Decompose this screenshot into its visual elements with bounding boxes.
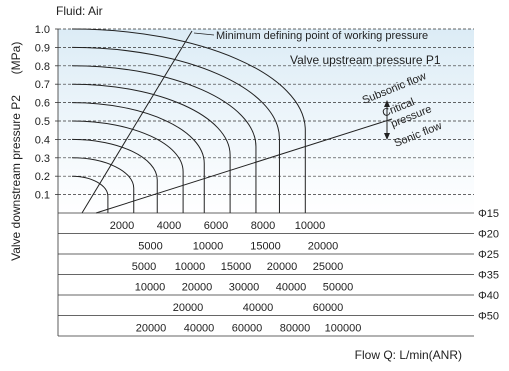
y-tick-label-4: 0.5 (35, 116, 50, 128)
scale-1-tick-2: 15000 (250, 241, 281, 253)
pressure-curve-2 (71, 138, 158, 213)
y-tick-label-7: 0.8 (35, 61, 50, 73)
scale-0-tick-3: 8000 (251, 220, 275, 232)
pressure-curve-4 (71, 102, 205, 213)
y-tick-label-9: 1.0 (35, 24, 50, 36)
y-tick-label-8: 0.9 (35, 42, 50, 54)
scale-4-tick-0: 20000 (173, 302, 204, 314)
scale-0-tick-1: 4000 (157, 220, 181, 232)
pressure-curve-5 (71, 83, 231, 213)
port-label-0: Φ15 (478, 208, 499, 220)
scale-3-tick-4: 50000 (323, 282, 354, 294)
scale-0-tick-4: 10000 (295, 220, 326, 232)
scale-5-tick-4: 100000 (325, 323, 362, 335)
scale-0-tick-2: 6000 (204, 220, 228, 232)
scale-3-tick-0: 10000 (135, 282, 166, 294)
pressure-curves (71, 28, 306, 213)
y-tick-label-1: 0.2 (35, 171, 50, 183)
scale-3-tick-1: 20000 (182, 282, 213, 294)
y-tick-label-2: 0.3 (35, 153, 50, 165)
x-axis-label: Flow Q: L/min(ANR) (355, 348, 462, 362)
port-label-3: Φ35 (478, 270, 499, 282)
region-arrow-down-head (384, 133, 390, 140)
port-label-2: Φ25 (478, 249, 499, 261)
scale-2-tick-1: 10000 (175, 261, 206, 273)
critical-pressure-line (95, 118, 393, 214)
scale-5-tick-1: 40000 (184, 323, 215, 335)
scale-0-tick-0: 2000 (110, 220, 134, 232)
y-axis-label: Valve downstream pressure P2 (9, 95, 23, 261)
scale-3-tick-2: 30000 (229, 282, 260, 294)
scale-4-tick-1: 40000 (243, 302, 274, 314)
min-pressure-line (81, 30, 193, 214)
fluid-label: Fluid: Air (56, 4, 103, 18)
min-point-annotation: Minimum defining point of working pressu… (216, 30, 428, 42)
pressure-curve-3 (71, 120, 184, 213)
scale-1-tick-0: 5000 (138, 241, 162, 253)
scale-1-tick-1: 10000 (193, 241, 224, 253)
scale-5-tick-2: 60000 (232, 323, 263, 335)
scale-2-tick-0: 5000 (132, 261, 156, 273)
port-label-4: Φ40 (478, 290, 499, 302)
port-label-1: Φ20 (478, 229, 499, 241)
pressure-curve-6 (71, 65, 257, 213)
scale-2-tick-4: 25000 (313, 261, 344, 273)
upstream-pressure-label: Valve upstream pressure P1 (290, 53, 441, 67)
y-tick-label-0: 0.1 (35, 190, 50, 202)
pressure-curve-8 (71, 28, 306, 213)
flow-scales: Φ15 2000 4000 6000 8000 10000 Φ20 5000 10000 1500… (57, 208, 499, 337)
scale-2-tick-3: 20000 (267, 261, 298, 273)
y-tick-label-3: 0.4 (35, 134, 50, 146)
y-ticks: 0.1 0.2 0.3 0.4 0.5 0.6 0.7 0.8 0.9 1.0 (35, 24, 59, 213)
grid (58, 28, 474, 195)
scale-5-tick-0: 20000 (136, 323, 167, 335)
region-arrow-up-head (384, 100, 390, 107)
pressure-curve-7 (71, 46, 280, 213)
y-tick-label-6: 0.7 (35, 79, 50, 91)
scale-4-tick-2: 60000 (313, 302, 344, 314)
min-point-leader (193, 32, 215, 36)
y-tick-label-5: 0.6 (35, 98, 50, 110)
port-label-5: Φ50 (478, 311, 499, 323)
y-unit-label: (MPa) (9, 42, 23, 75)
scale-5-tick-3: 80000 (280, 323, 311, 335)
pressure-curve-1 (71, 157, 135, 213)
scale-3-tick-3: 40000 (276, 282, 307, 294)
scale-2-tick-2: 15000 (221, 261, 252, 273)
scale-1-tick-3: 20000 (308, 241, 339, 253)
